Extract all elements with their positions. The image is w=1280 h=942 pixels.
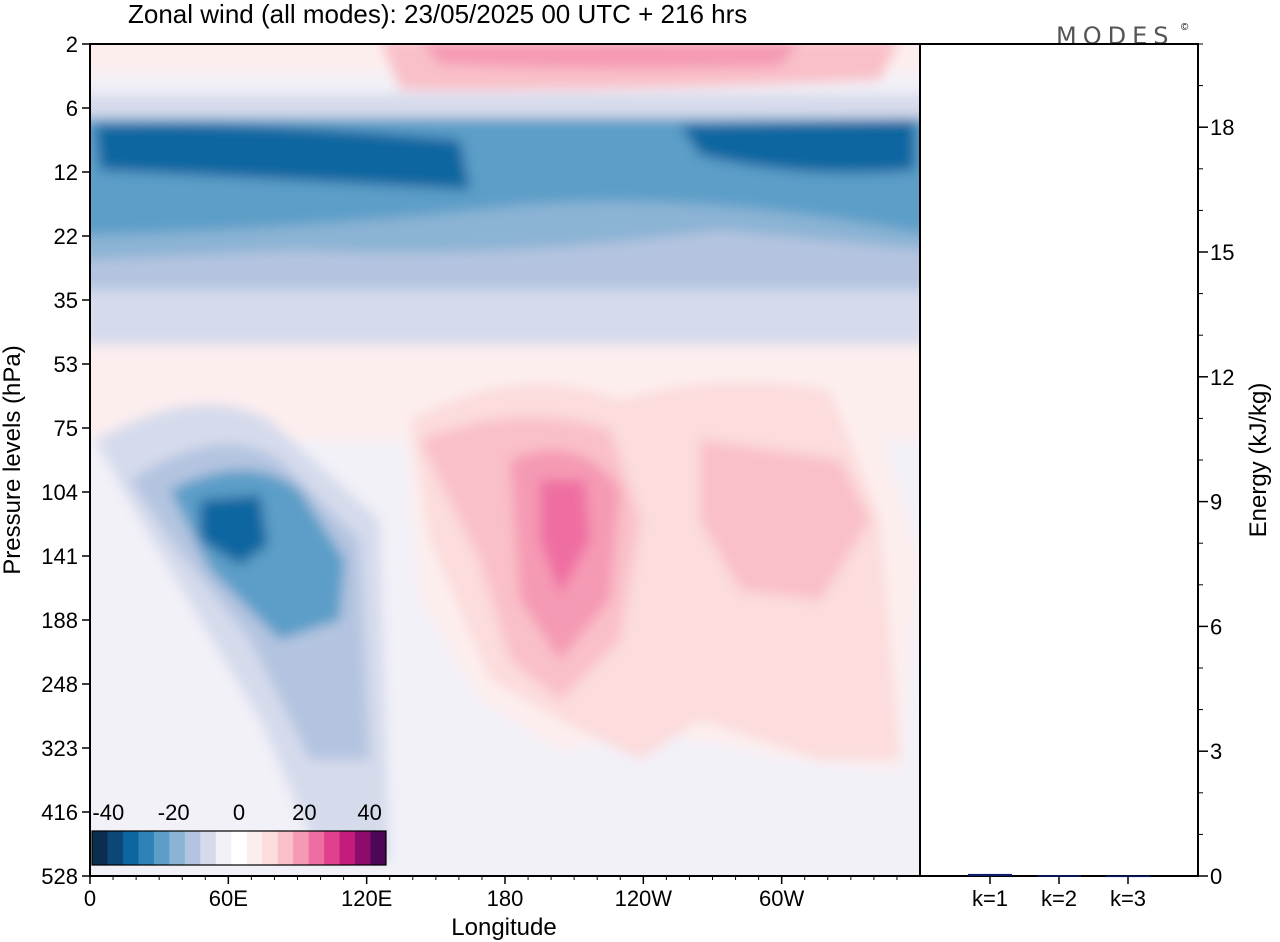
- energy-y-tick-label: 0: [1210, 864, 1222, 889]
- y-tick-label: 6: [66, 96, 78, 121]
- colorbar-label: 0: [233, 800, 245, 825]
- colorbar-swatch: [184, 831, 201, 865]
- colorbar-swatch: [231, 831, 248, 865]
- y-tick-label: 416: [41, 800, 78, 825]
- y-tick-label: 323: [41, 736, 78, 761]
- energy-y-tick-label: 12: [1210, 365, 1234, 390]
- colorbar-swatch: [92, 831, 108, 865]
- y-tick-label: 104: [41, 480, 78, 505]
- energy-bar-k1: [968, 873, 1012, 876]
- colorbar-swatch: [370, 831, 387, 865]
- colorbar-label: 20: [292, 800, 316, 825]
- colorbar-swatch: [308, 831, 325, 865]
- energy-x-tick-label: k=2: [1041, 886, 1077, 911]
- heatmap-panel: -40 -20 0 20 40 2612223553751041411882483234…: [0, 32, 921, 941]
- colorbar-label: -40: [92, 800, 124, 825]
- y-tick-label: 141: [41, 544, 78, 569]
- x-tick-label: 0: [84, 886, 96, 911]
- y-axis-title: Pressure levels (hPa): [0, 345, 26, 574]
- energy-axis-title: Energy (kJ/kg): [1245, 383, 1272, 538]
- x-tick-label: 60W: [759, 886, 804, 911]
- energy-bar-k2: [1037, 875, 1081, 877]
- y-tick-label: 12: [54, 160, 78, 185]
- y-tick-label: 2: [66, 32, 78, 57]
- colorbar-swatch: [262, 831, 279, 865]
- x-axis-title: Longitude: [451, 914, 556, 941]
- x-tick-label: 60E: [209, 886, 248, 911]
- heatmap-contour-top-core: [423, 44, 797, 69]
- y-tick-label: 75: [54, 416, 78, 441]
- y-axis-pressure: 2 6 12 22 35 53 75 104 141 188 248 323 416 528: [41, 32, 90, 889]
- colorbar-swatch: [122, 831, 139, 865]
- colorbar-swatch: [215, 831, 232, 865]
- energy-y-tick-label: 15: [1210, 240, 1234, 265]
- energy-y-tick-label: 6: [1210, 614, 1222, 639]
- colorbar-swatch: [138, 831, 155, 865]
- y-tick-label: 53: [54, 352, 78, 377]
- x-tick-label: 120W: [615, 886, 673, 911]
- energy-x-tick-label: k=1: [972, 886, 1008, 911]
- y-tick-label: 35: [54, 288, 78, 313]
- heatmap-contour-pink-east: [700, 440, 870, 600]
- colorbar: [91, 830, 387, 866]
- colorbar-swatch: [200, 831, 217, 865]
- energy-y-tick-label: 3: [1210, 739, 1222, 764]
- colorbar-swatch: [355, 831, 372, 865]
- colorbar-swatch: [153, 831, 170, 865]
- x-tick-label: 120E: [341, 886, 392, 911]
- energy-y-axis: 0 3 6 9 12 15 18: [1198, 43, 1234, 889]
- x-axis-longitude: 0 60E 120E 180 120W 60W: [84, 876, 898, 911]
- y-tick-label: 528: [41, 864, 78, 889]
- heatmap-contour-blue-core: [200, 495, 268, 565]
- colorbar-label: -20: [158, 800, 190, 825]
- colorbar-swatch: [293, 831, 310, 865]
- colorbar-swatch: [324, 831, 341, 865]
- heatmap-band-strat-easterly-east: [680, 120, 915, 173]
- colorbar-labels: -40 -20 0 20 40: [92, 800, 381, 825]
- heatmap-band-strat-easterly-core: [95, 124, 470, 190]
- energy-y-tick-label: 18: [1210, 115, 1234, 140]
- y-tick-label: 248: [41, 672, 78, 697]
- energy-x-tick-label: k=3: [1110, 886, 1146, 911]
- colorbar-frame: [91, 830, 387, 866]
- colorbar-label: 40: [357, 800, 381, 825]
- modes-logo-mark: ©: [1181, 22, 1189, 33]
- colorbar-swatch: [246, 831, 263, 865]
- heatmap-field: [90, 44, 920, 876]
- colorbar-swatch: [169, 831, 186, 865]
- chart-title: Zonal wind (all modes): 23/05/2025 00 UT…: [128, 0, 747, 29]
- colorbar-swatch: [107, 831, 124, 865]
- energy-panel: k=1 k=2 k=3 0 3 6 9 12 15 18 Energy (kJ/kg): [919, 43, 1272, 911]
- energy-x-axis: k=1 k=2 k=3: [972, 876, 1146, 911]
- energy-y-tick-label: 9: [1210, 490, 1222, 515]
- energy-frame: [919, 43, 1199, 877]
- x-tick-label: 180: [487, 886, 524, 911]
- colorbar-swatch: [339, 831, 356, 865]
- heatmap-contour-pink-core: [540, 480, 590, 595]
- colorbar-swatch: [277, 831, 294, 865]
- y-tick-label: 22: [54, 224, 78, 249]
- y-tick-label: 188: [41, 608, 78, 633]
